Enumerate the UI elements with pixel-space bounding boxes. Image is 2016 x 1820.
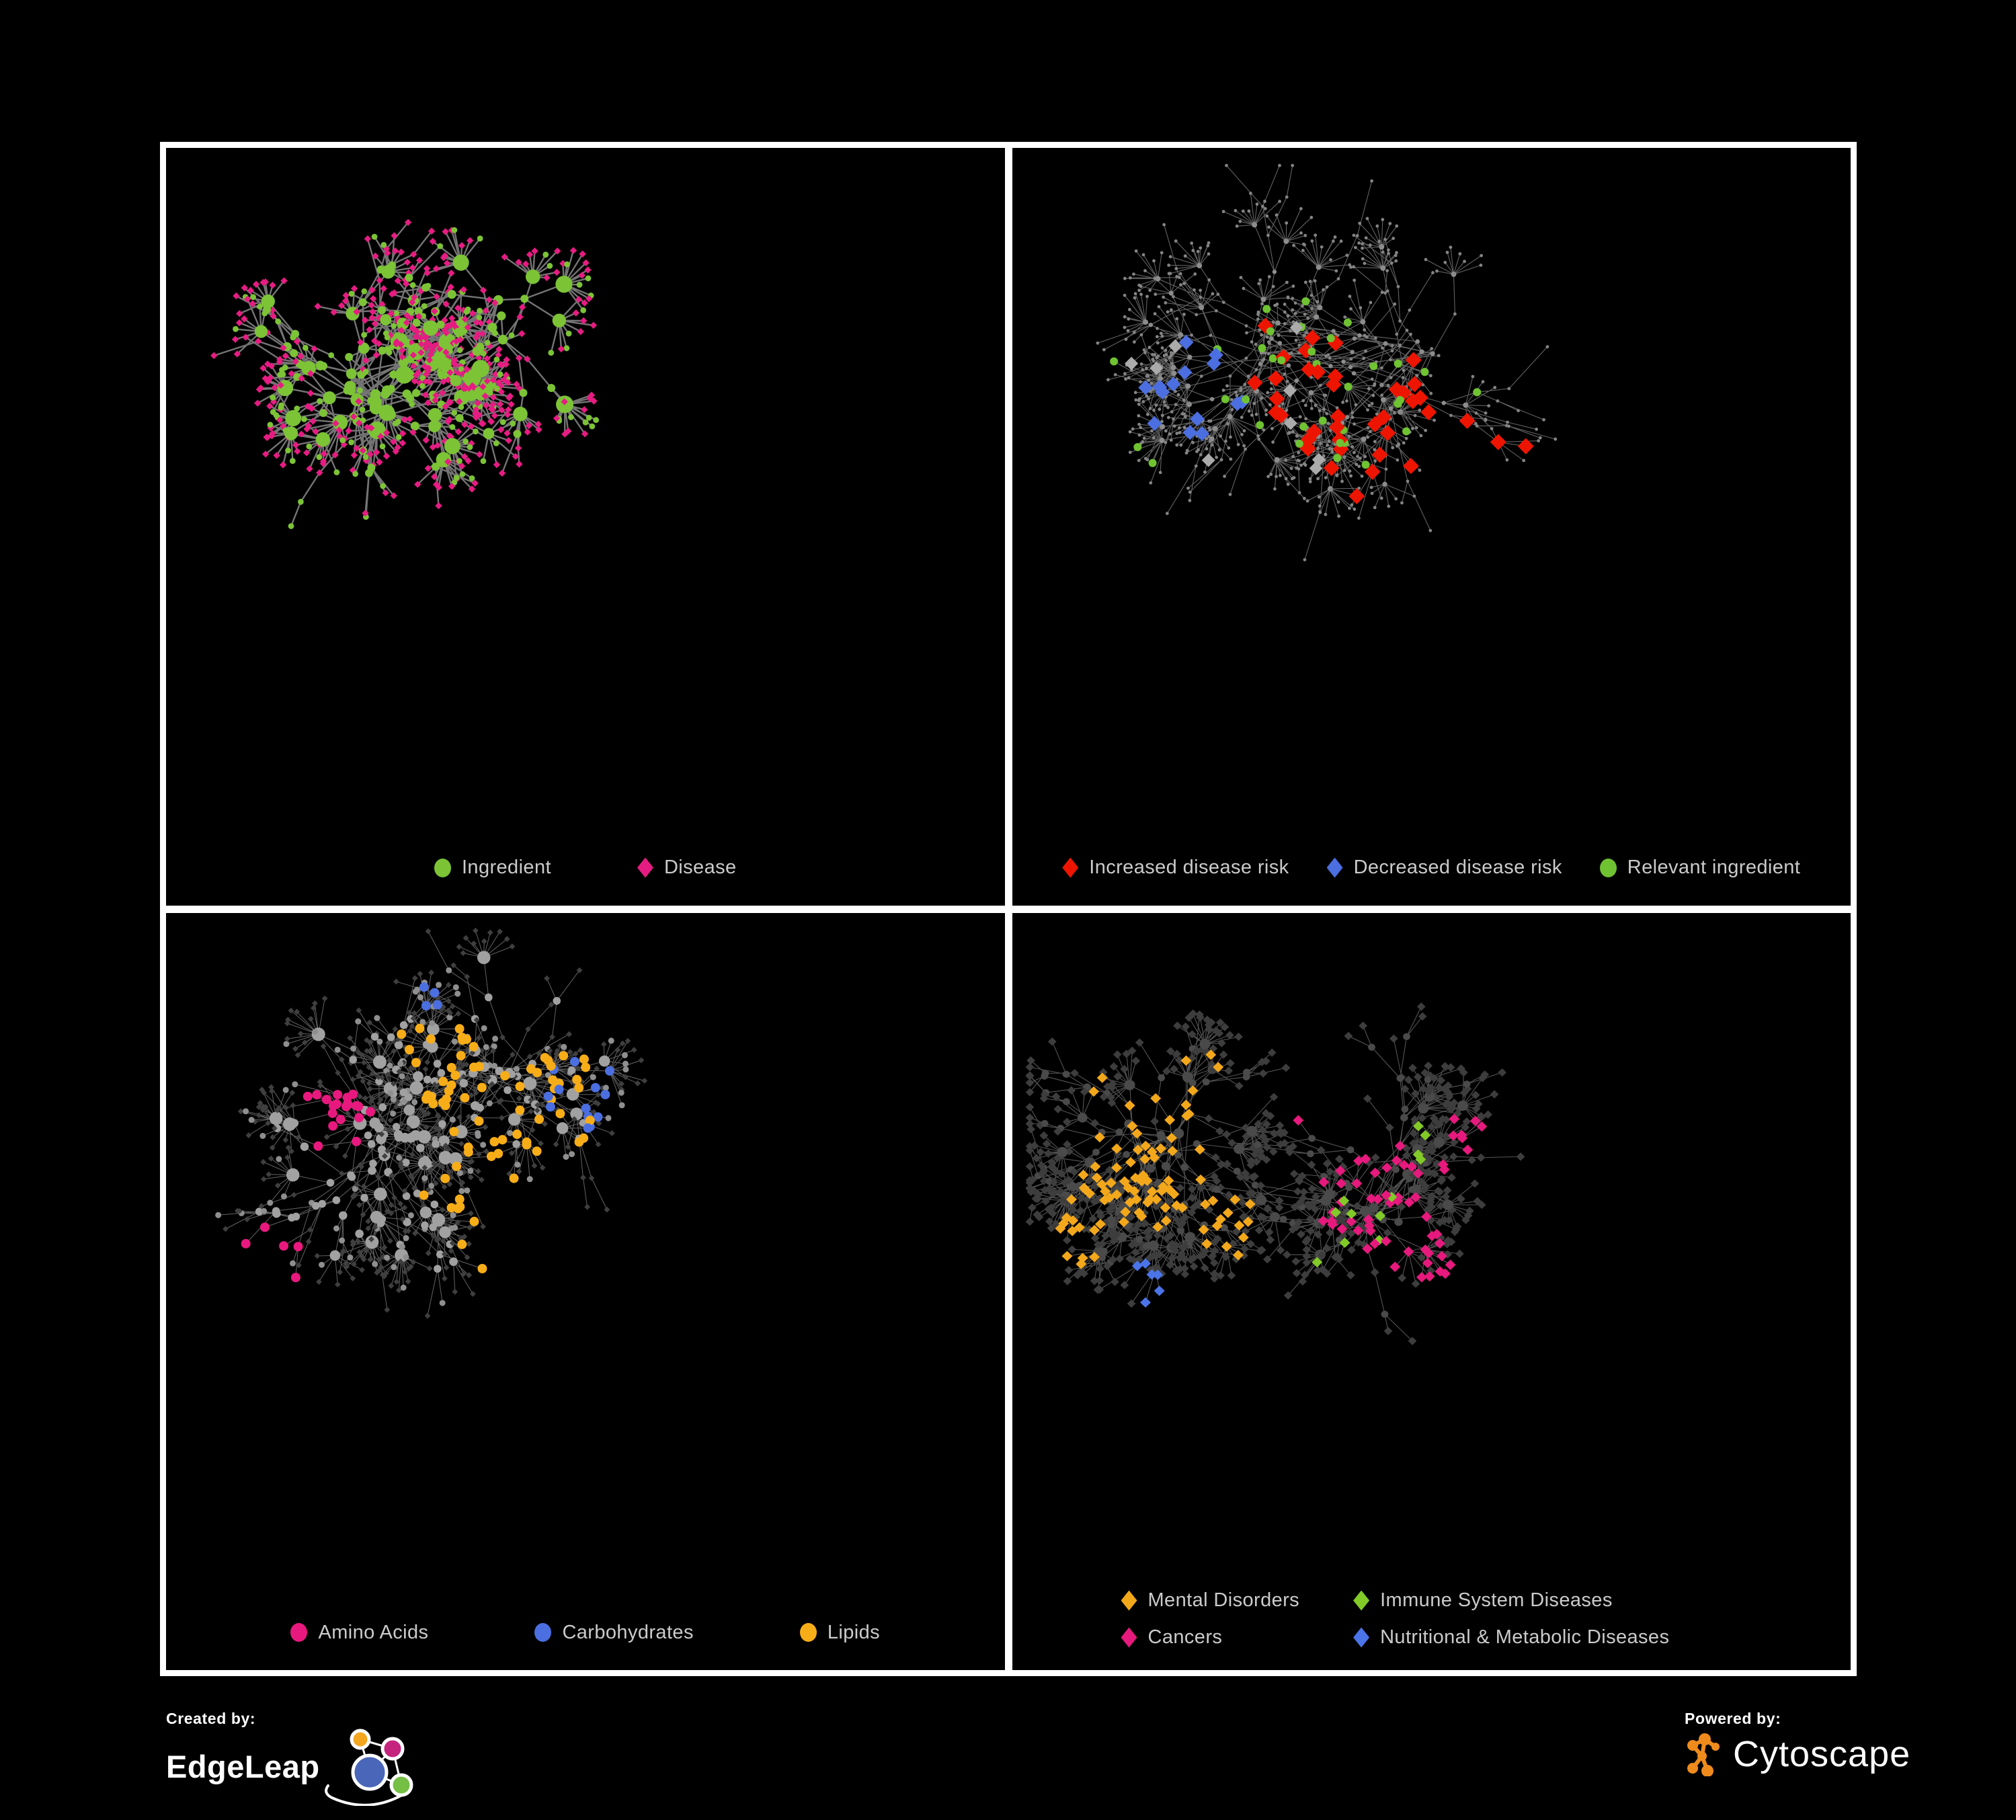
cytoscape-branding: Powered by: Cytoscape xyxy=(1685,1710,1910,1776)
legend-label: Carbohydrates xyxy=(562,1621,694,1643)
legend-item: Nutritional & Metabolic Diseases xyxy=(1353,1626,1669,1649)
powered-by-label: Powered by: xyxy=(1685,1710,1781,1727)
relevant-ingredient-swatch-icon xyxy=(1599,858,1617,877)
mental-disorders-swatch-icon xyxy=(1121,1590,1137,1611)
legend-nutrient-classes: Amino Acids Carbohydrates Lipids xyxy=(166,1595,1005,1670)
legend-item: Ingredient xyxy=(434,857,551,879)
legend-ingredient-disease: Ingredient Disease xyxy=(166,830,1005,906)
network-graph-ingredient-disease xyxy=(210,219,600,529)
decreased-risk-swatch-icon xyxy=(1326,857,1343,878)
panel-disease-classes: Mental Disorders Immune System Diseases … xyxy=(1012,912,1851,1670)
edgeleap-logo-icon xyxy=(324,1729,413,1806)
legend-disease-risk: Increased disease risk Decreased disease… xyxy=(1012,830,1851,906)
panel-disease-risk: Increased disease risk Decreased disease… xyxy=(1012,148,1851,906)
edgeleap-branding: Created by: EdgeLeap xyxy=(166,1710,424,1806)
cytoscape-wordmark: Cytoscape xyxy=(1733,1734,1911,1774)
created-by-label: Created by: xyxy=(166,1710,256,1727)
nutritional-metabolic-diseases-swatch-icon xyxy=(1353,1627,1370,1648)
legend-label: Disease xyxy=(663,857,737,878)
legend-item: Increased disease risk xyxy=(1062,857,1289,879)
legend-item: Decreased disease risk xyxy=(1326,857,1562,879)
panel-nutrient-classes: Amino Acids Carbohydrates Lipids xyxy=(166,912,1005,1670)
legend-item: Mental Disorders xyxy=(1121,1589,1300,1612)
legend-label: Nutritional & Metabolic Diseases xyxy=(1380,1626,1670,1648)
legend-label: Relevant ingredient xyxy=(1627,857,1801,878)
legend-disease-classes: Mental Disorders Immune System Diseases … xyxy=(1012,1568,1851,1670)
legend-label: Amino Acids xyxy=(318,1621,429,1643)
legend-item: Relevant ingredient xyxy=(1599,857,1801,879)
network-graph-disease-risk xyxy=(1095,163,1557,561)
legend-label: Cancers xyxy=(1147,1626,1223,1648)
ingredient-swatch-icon xyxy=(434,858,451,877)
lipids-swatch-icon xyxy=(799,1623,817,1642)
legend-item: Lipids xyxy=(799,1621,881,1644)
edgeleap-wordmark: EdgeLeap xyxy=(166,1749,320,1785)
legend-item: Cancers xyxy=(1121,1626,1300,1649)
network-graph-nutrient-classes xyxy=(215,927,648,1318)
disease-swatch-icon xyxy=(637,857,653,878)
cancers-swatch-icon xyxy=(1121,1627,1137,1648)
legend-label: Mental Disorders xyxy=(1147,1589,1300,1611)
panel-grid: Ingredient Disease Increased disease ris… xyxy=(160,142,1857,1676)
carbohydrates-swatch-icon xyxy=(534,1623,552,1642)
network-graph-disease-classes xyxy=(1025,1002,1525,1345)
immune-system-diseases-swatch-icon xyxy=(1353,1590,1370,1611)
panel-ingredient-disease: Ingredient Disease xyxy=(166,148,1005,906)
legend-item: Immune System Diseases xyxy=(1353,1589,1669,1612)
increased-risk-swatch-icon xyxy=(1062,857,1079,878)
legend-label: Ingredient xyxy=(461,857,551,878)
legend-label: Lipids xyxy=(827,1621,881,1643)
legend-label: Decreased disease risk xyxy=(1353,857,1562,878)
legend-item: Amino Acids xyxy=(290,1622,428,1644)
cytoscape-logo-icon xyxy=(1687,1733,1720,1776)
legend-item: Disease xyxy=(637,857,737,879)
legend-item: Carbohydrates xyxy=(534,1622,693,1644)
legend-label: Increased disease risk xyxy=(1089,857,1289,878)
amino-acids-swatch-icon xyxy=(290,1623,308,1642)
legend-label: Immune System Diseases xyxy=(1380,1589,1613,1611)
